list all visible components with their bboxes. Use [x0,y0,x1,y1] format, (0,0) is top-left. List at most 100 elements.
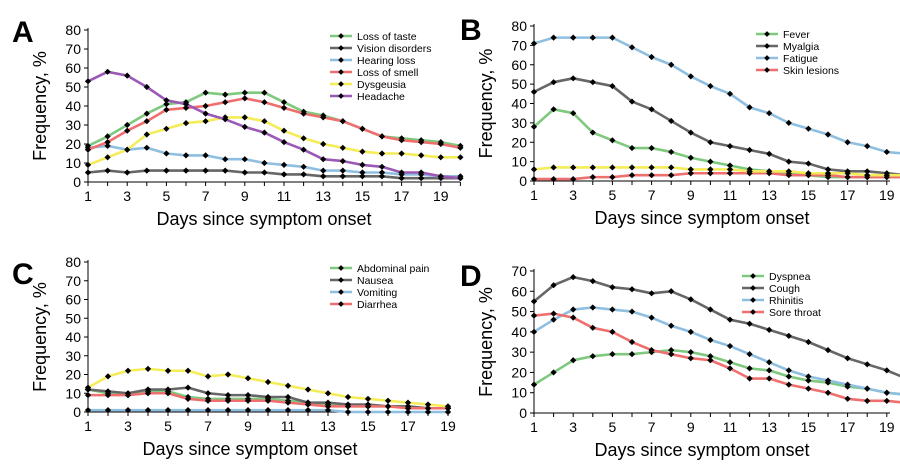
data-point [687,349,694,356]
data-point [143,131,150,138]
y-tick-label: 70 [65,273,81,289]
data-point [163,106,170,113]
y-tick-label: 0 [519,173,527,189]
legend-marker [750,285,756,291]
data-point [364,408,372,416]
data-point [344,393,352,401]
data-point [883,367,890,374]
x-tick-label: 5 [163,188,171,204]
data-point [143,144,150,151]
data-point [883,148,890,156]
data-point [648,106,655,113]
y-tick-label: 0 [73,174,81,190]
data-point [182,119,190,127]
data-point [785,373,792,380]
data-point [648,164,655,171]
series-line [87,91,461,148]
data-point [648,290,655,297]
data-point [339,144,346,151]
data-point [163,100,170,108]
legend-marker [338,45,344,51]
x-tick-label: 11 [281,418,296,434]
legend-label: Sore throat [769,307,821,319]
data-point [628,308,636,315]
data-point [261,99,268,106]
x-tick-label: 3 [569,419,577,435]
y-tick-label: 30 [65,117,81,133]
legend-label: Skin lesions [783,65,839,77]
data-point [589,174,596,181]
data-point [444,403,452,410]
data-point [280,138,288,146]
data-point [530,166,538,173]
y-tick-label: 20 [511,364,527,380]
data-point [264,378,272,386]
data-point [339,157,346,165]
data-point [182,167,190,174]
legend-label: Myalgia [783,41,819,53]
data-point [668,172,675,179]
data-point [444,408,452,416]
legend-label: Rhinitis [769,295,803,307]
y-tick-label: 10 [65,155,81,171]
data-point [184,367,192,374]
data-point [589,278,596,285]
x-tick-label: 3 [569,187,577,203]
y-tick-label: 50 [511,76,527,92]
legend-marker [750,273,756,279]
legend-label: Abdominal pain [357,263,430,275]
y-tick-label: 10 [511,385,527,401]
x-axis-title: Days since symptom onset [594,440,809,460]
data-point [424,401,432,408]
x-tick-label: 1 [84,188,92,204]
series-myalgia [530,75,900,177]
data-point [404,405,412,412]
data-point [707,166,714,173]
data-point [726,359,734,366]
data-point [550,310,557,317]
data-point [324,399,332,406]
data-point [844,395,851,402]
y-tick-label: 60 [511,57,527,73]
data-point [359,169,366,176]
legend-marker [764,31,770,37]
data-point [726,316,734,323]
data-point [805,373,812,380]
data-point [864,361,871,368]
data-point [824,389,832,396]
data-point [104,142,111,150]
data-point [785,367,792,374]
data-point [589,324,596,331]
data-point [589,304,596,311]
y-tick-label: 80 [65,254,81,270]
legend-marker [338,57,344,63]
data-point [785,332,792,340]
y-tick-label: 30 [511,344,527,360]
data-point [222,156,229,163]
x-tick-label: 19 [879,187,895,203]
data-point [824,377,832,384]
x-tick-label: 9 [687,187,695,203]
data-point [766,359,773,366]
data-point [883,389,890,396]
panel-letter: D [460,260,482,293]
data-point [530,312,538,319]
data-point [378,163,386,170]
data-point [648,53,655,61]
data-point [805,377,812,384]
y-axis-title: Frequency, % [476,49,496,159]
series-line [87,70,461,180]
series-line [533,36,900,155]
x-tick-label: 1 [530,187,538,203]
data-point [805,385,812,392]
data-point [182,152,190,159]
data-point [550,369,557,376]
data-point [404,408,412,416]
legend-label: Dyspnea [769,271,811,283]
data-point [104,154,111,161]
